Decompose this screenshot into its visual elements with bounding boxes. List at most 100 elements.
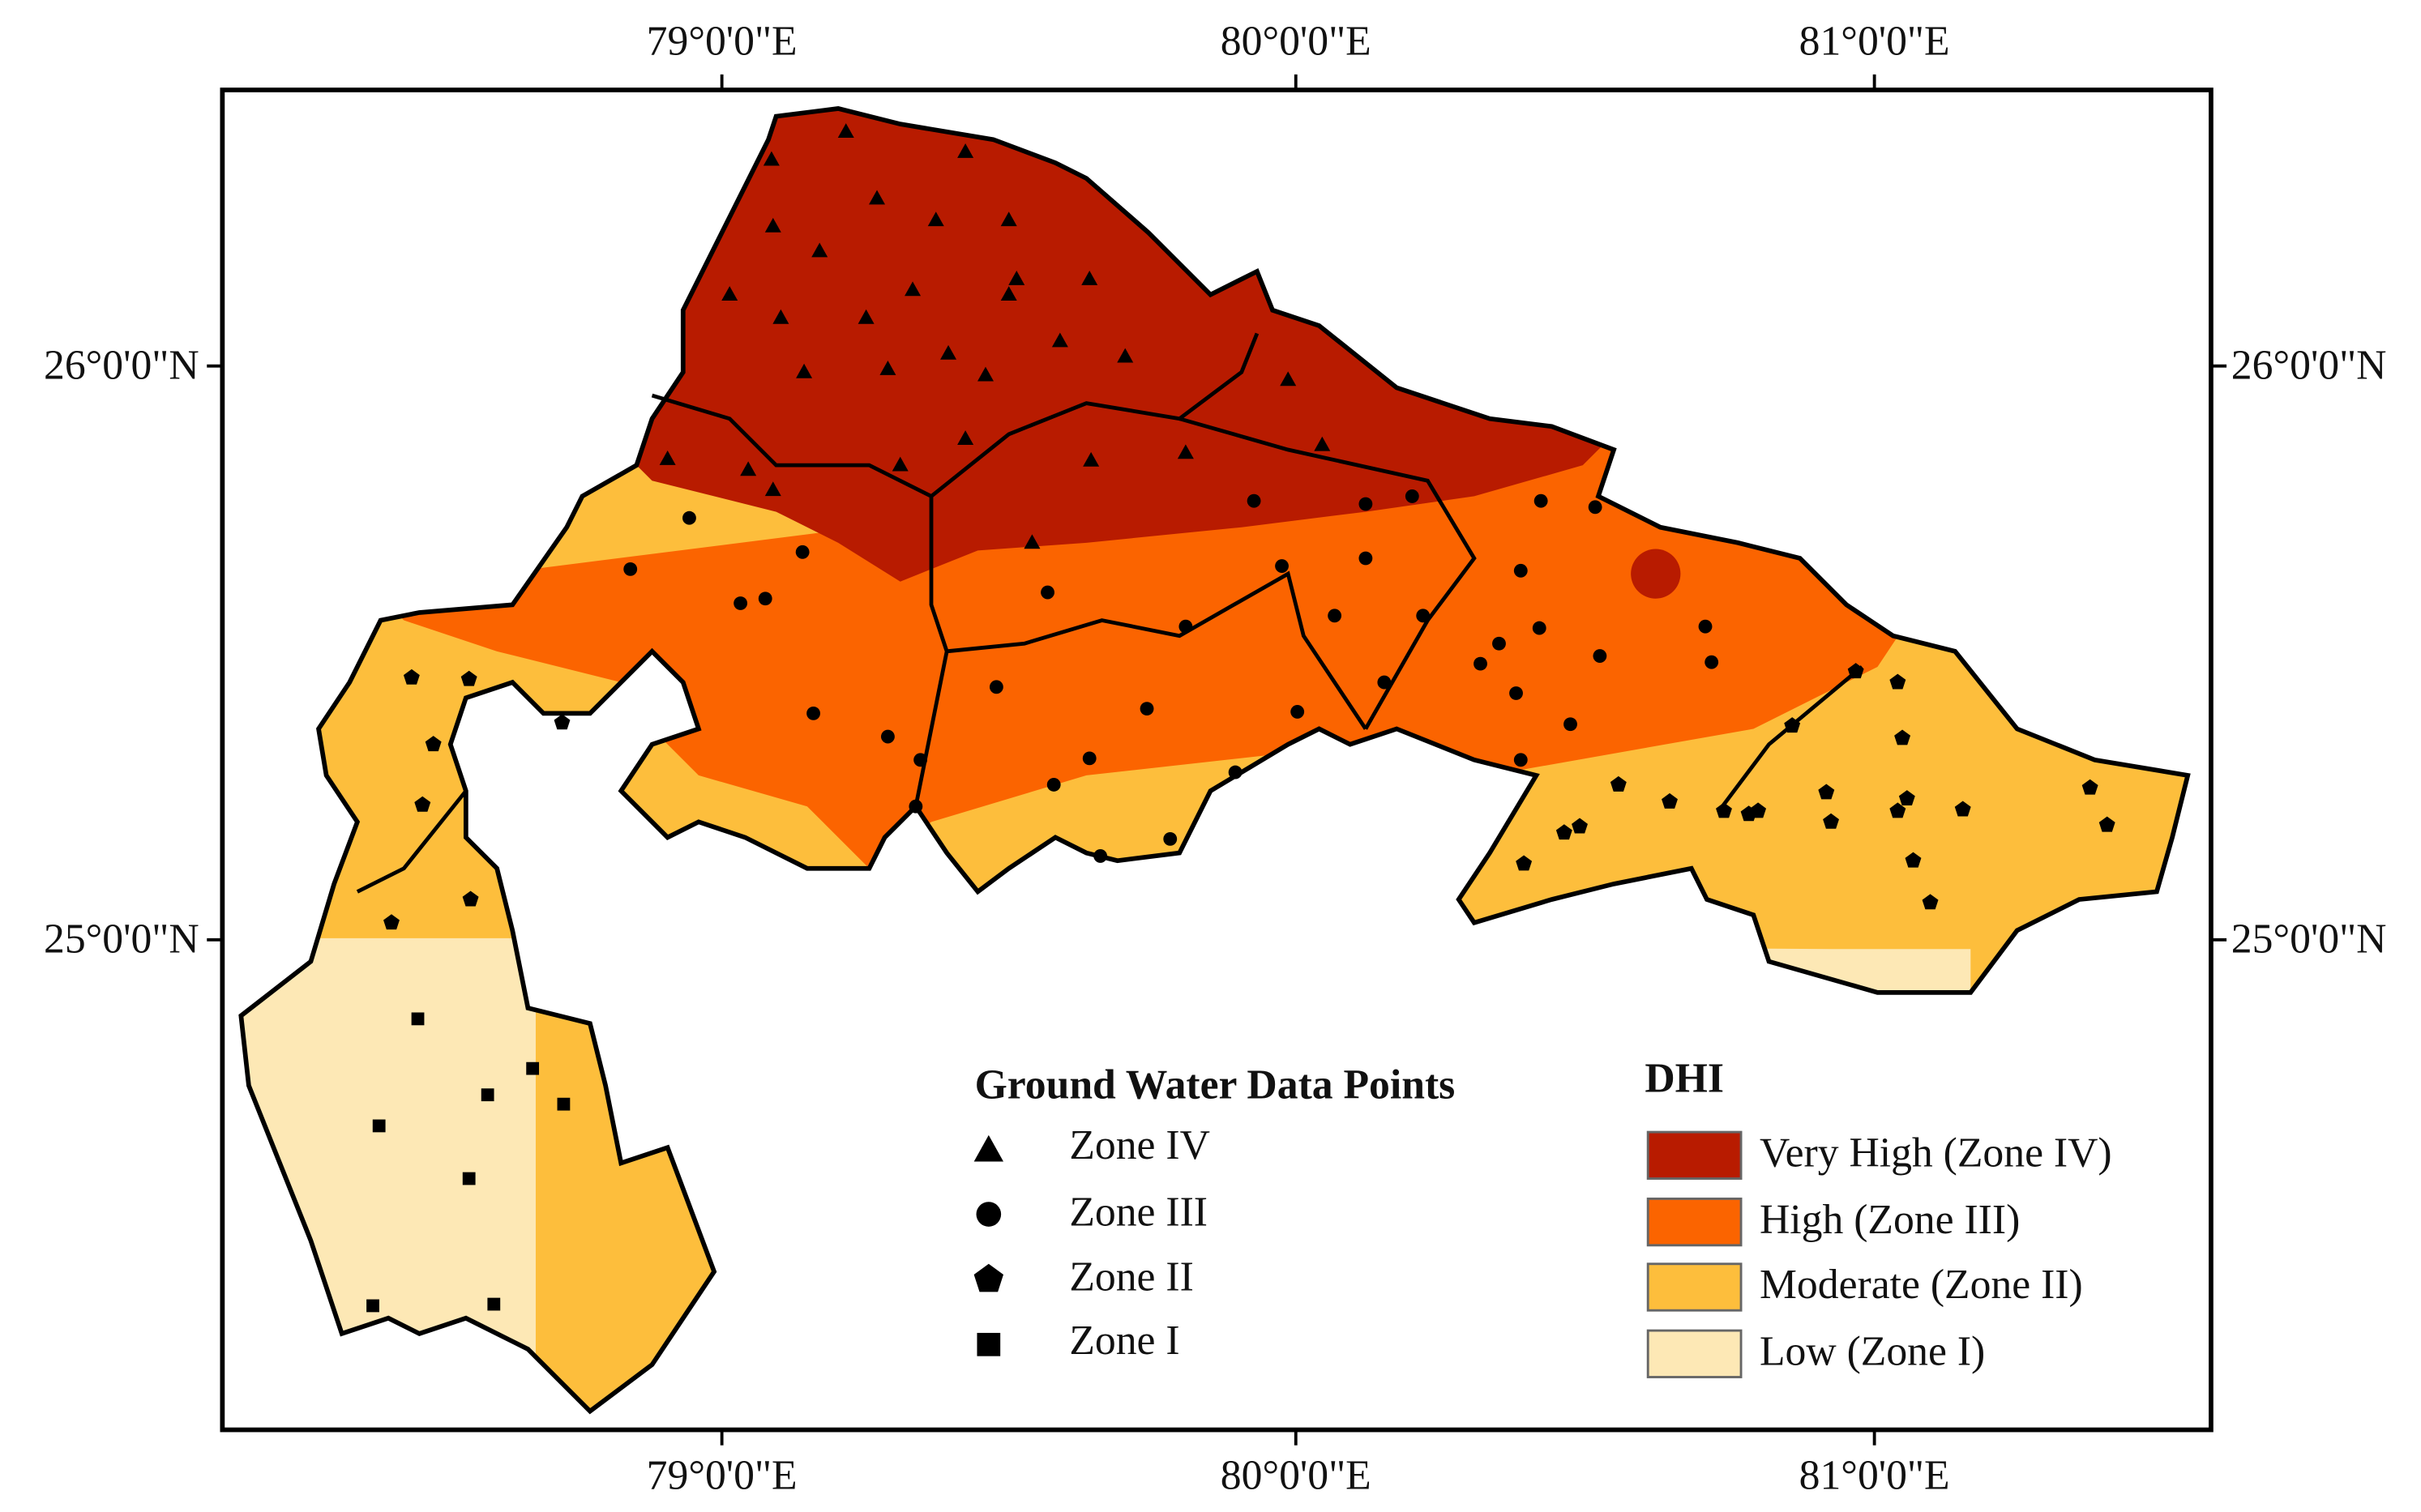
zone-ii-point (1662, 792, 1678, 809)
zone-iv-point (1000, 211, 1017, 227)
zone-iv-point (1314, 436, 1331, 451)
zone-ii-point (1823, 813, 1839, 829)
zone-ii-point (973, 1263, 1004, 1292)
zone-ii-point (1716, 802, 1732, 818)
zone-ii-point (460, 670, 477, 686)
zone-iv-point (957, 430, 974, 445)
zone-ii-point (1954, 801, 1971, 817)
points-legend-label: Zone I (1069, 1318, 1179, 1364)
zone-i-point (411, 1012, 425, 1026)
zone-iii-point (1140, 702, 1154, 716)
zone-i-point (372, 1119, 386, 1133)
longitude-label: 80°0'0"E (1221, 18, 1371, 64)
boundary (1721, 665, 1863, 808)
latitude-label: 25°0'0"N (44, 916, 199, 962)
zone-iv-point (927, 211, 944, 227)
legend-swatch (1646, 1197, 1743, 1247)
zone-iii-point (1082, 751, 1097, 766)
zone-iii-point (976, 1202, 1002, 1227)
zone-iii-point (1492, 636, 1506, 651)
legend-label: Very High (Zone IV) (1760, 1130, 2112, 1177)
district-boundaries (356, 332, 1863, 894)
zone-iii-point (682, 510, 696, 525)
data-points (366, 123, 2115, 1356)
zone-ii-point (1555, 824, 1572, 840)
zone-iii-point (1041, 585, 1054, 600)
zone-iii-point (1588, 500, 1602, 515)
zone-iii-point (1474, 656, 1487, 671)
boundary (946, 570, 1367, 730)
zone-iii-point (1513, 563, 1528, 578)
zone-iii-point (1290, 705, 1305, 719)
zone-i-point (557, 1097, 571, 1111)
zone-ii-point (1610, 775, 1627, 792)
zone-iv-point (811, 242, 828, 258)
zone-iv-point (892, 456, 909, 472)
longitude-label: 79°0'0"E (647, 18, 798, 64)
zone-iv-point (1177, 444, 1194, 459)
very-high-spot (1631, 549, 1681, 599)
zone-i-point (487, 1297, 501, 1311)
zone-iv-point (837, 123, 854, 139)
boundary (913, 496, 949, 807)
zone-ii-point (2098, 816, 2115, 832)
zone-iv-point (1008, 270, 1025, 285)
zone-iv-point (957, 143, 974, 158)
zone-iii-point (913, 753, 928, 767)
zone-iv-point (858, 309, 875, 324)
zone-iii-point (1328, 609, 1342, 623)
zone-ii-point (1922, 894, 1939, 910)
zone-iii-point (1163, 831, 1178, 846)
zone-ii-point (1818, 784, 1835, 800)
zone-i-point (481, 1088, 494, 1102)
zone-iv-point (1000, 286, 1017, 301)
dhi-legend: Very High (Zone IV) High (Zone III) Modera… (1646, 1130, 2112, 1378)
zone-iii-point (1046, 777, 1061, 792)
zone-ii-point (1784, 717, 1801, 733)
zone-iv-point (905, 281, 922, 297)
zone-i-point (526, 1061, 540, 1075)
zone-iv-point (973, 1134, 1004, 1162)
zone-ii-point (1905, 852, 1922, 868)
zone-iii-point (623, 562, 638, 576)
frame-ticks (207, 74, 2227, 1446)
zone-i-point (977, 1332, 1001, 1356)
zone-iv-point (772, 309, 789, 324)
zone-iii-point (1377, 675, 1392, 690)
points-legend-title: Ground Water Data Points (975, 1061, 1456, 1108)
zone-ii-point (425, 736, 442, 752)
zone-ii-point (462, 891, 479, 907)
legend-label: High (Zone III) (1760, 1197, 2020, 1243)
points-legend-label: Zone II (1069, 1254, 1193, 1301)
zone-iv-point (796, 363, 813, 378)
zone-ii-point (1889, 802, 1906, 818)
zone-ii-point (403, 668, 420, 685)
longitude-label: 79°0'0"E (647, 1453, 798, 1499)
zone-iii-point (1416, 609, 1431, 623)
zone-iii-point (1509, 686, 1523, 700)
legend-swatch (1646, 1329, 1743, 1378)
legend-swatch (1646, 1130, 1743, 1180)
zone-ii-point (1894, 729, 1911, 745)
points-legend-label: Zone III (1069, 1189, 1208, 1235)
zone-iv-point (1051, 332, 1068, 348)
zone-iii-point (880, 729, 895, 744)
zone-iv-point (659, 450, 676, 465)
zone-ii-point (1740, 805, 1757, 822)
zone-ii-point (1898, 790, 1915, 806)
zone-ii-point (554, 714, 571, 730)
zone-ii-point (2081, 779, 2098, 795)
zone-ii-point (1572, 818, 1588, 834)
zone-iii-point (758, 592, 772, 606)
zone-iii-point (1358, 497, 1373, 511)
zone-iv-point (1117, 348, 1134, 363)
zone-iii-point (1178, 619, 1193, 634)
zone-iv-point (764, 217, 781, 233)
zone-ii-point (1516, 855, 1533, 871)
longitude-label: 81°0'0"E (1799, 1453, 1950, 1499)
zone-iv-point (940, 344, 957, 360)
legend-label: Low (Zone I) (1760, 1329, 1985, 1375)
longitude-label: 81°0'0"E (1799, 18, 1950, 64)
